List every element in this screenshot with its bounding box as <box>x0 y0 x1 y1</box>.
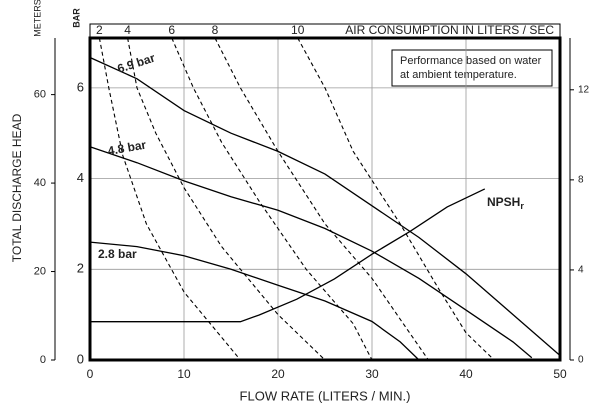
x2-tick-label: 8 <box>212 23 219 37</box>
x2-tick-label: 10 <box>291 23 305 37</box>
y-tick-label: 0 <box>77 351 84 366</box>
x-tick-label: 20 <box>271 367 285 381</box>
meters-tick-label: 20 <box>34 265 46 277</box>
performance-curve <box>89 146 533 359</box>
y-tick-label: 2 <box>77 261 84 276</box>
note-line: at ambient temperature. <box>400 69 517 81</box>
npsh-subscript: r <box>520 201 524 211</box>
performance-curve <box>89 241 420 361</box>
y2-tick-label: 0 <box>578 355 584 366</box>
x2-tick-label: 4 <box>124 23 131 37</box>
note-line: Performance based on water <box>400 55 542 67</box>
bar-unit: BAR <box>71 8 81 28</box>
x-tick-label: 50 <box>553 367 567 381</box>
x-tick-label: 30 <box>365 367 379 381</box>
performance-curve <box>90 188 486 323</box>
x-tick-label: 10 <box>177 367 191 381</box>
air-curve <box>297 37 495 361</box>
y-tick-label: 6 <box>77 79 84 94</box>
meters-tick-label: 60 <box>34 89 46 101</box>
x-tick-label: 40 <box>459 367 473 381</box>
performance-curve <box>89 56 561 356</box>
meters-tick-label: 0 <box>40 354 46 366</box>
npsh-label: NPSHr <box>487 195 524 211</box>
air-curve <box>127 37 326 361</box>
x2-axis-label: AIR CONSUMPTION IN LITERS / SEC <box>345 23 554 37</box>
y2-tick-label: 12 <box>578 84 590 95</box>
air-curve <box>171 37 373 361</box>
note-box <box>391 49 553 87</box>
x-axis-label: FLOW RATE (LITERS / MIN.) <box>240 388 411 403</box>
x-tick-label: 0 <box>87 367 94 381</box>
curve-label: 4.8 bar <box>107 138 148 159</box>
meters-unit: METERS <box>32 0 42 37</box>
meters-tick-label: 40 <box>34 177 46 189</box>
plot-frame <box>88 36 562 362</box>
y-axis-label: TOTAL DISCHARGE HEAD <box>10 113 24 262</box>
air-curve <box>98 37 241 361</box>
y-tick-label: 4 <box>77 170 84 185</box>
y2-tick-label: 8 <box>578 175 584 186</box>
x2-tick-label: 2 <box>96 23 103 37</box>
y2-tick-label: 4 <box>578 265 584 276</box>
x2-tick-label: 6 <box>168 23 175 37</box>
curve-label: 2.8 bar <box>98 247 137 261</box>
npsh-name: NPSH <box>487 195 520 209</box>
